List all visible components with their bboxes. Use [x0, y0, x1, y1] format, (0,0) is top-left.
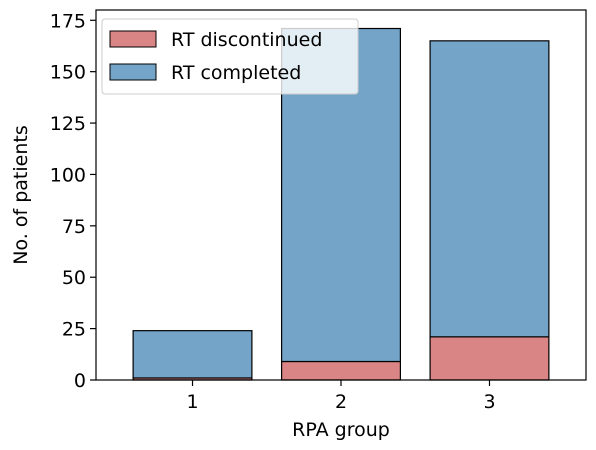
legend-box: [101, 18, 359, 95]
legend-label-rt-discontinued: RT discontinued: [171, 29, 322, 51]
bar-rt-discontinued-group-2: [281, 360, 401, 381]
legend: RT discontinued RT completed: [101, 18, 359, 95]
y-tick-label: 175: [50, 10, 86, 32]
x-tick-label: 2: [335, 391, 347, 413]
x-tick-label: 3: [483, 391, 495, 413]
y-tick-label: 125: [50, 113, 86, 135]
legend-swatch-rt-discontinued: [109, 30, 157, 48]
bar-rt-completed-group-1: [132, 330, 253, 379]
y-tick-label: 100: [50, 164, 86, 186]
bar-rt-discontinued-group-3: [429, 336, 550, 381]
x-tick-label: 1: [186, 391, 198, 413]
legend-label-rt-completed: RT completed: [171, 62, 301, 84]
y-axis: 0 25 50 75 100 125 150 175: [50, 10, 96, 392]
y-tick-label: 150: [50, 62, 86, 84]
y-tick-label: 25: [62, 319, 86, 341]
legend-swatch-rt-completed: [109, 63, 157, 81]
x-axis: 1 2 3: [186, 380, 496, 413]
y-axis-label: No. of patients: [10, 125, 32, 264]
y-tick-label: 50: [62, 267, 86, 289]
y-tick-label: 75: [62, 216, 86, 238]
bar-rt-completed-group-3: [429, 40, 550, 338]
y-tick-label: 0: [74, 370, 86, 392]
x-axis-label: RPA group: [292, 419, 390, 441]
